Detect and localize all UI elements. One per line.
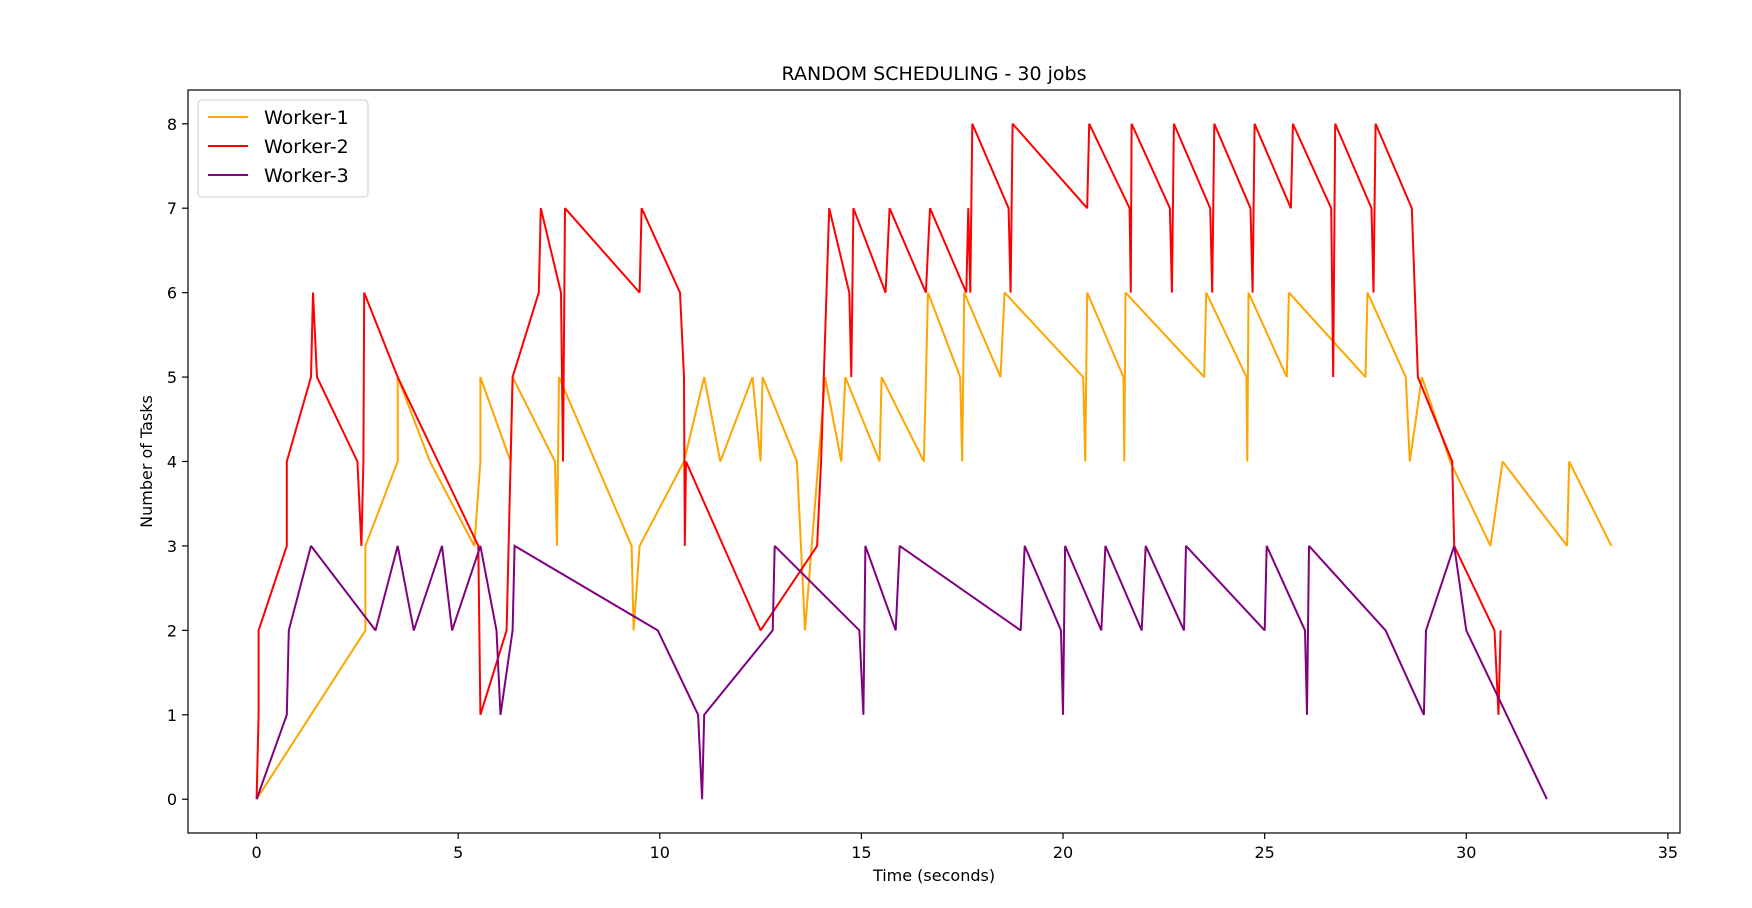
series-group xyxy=(255,123,1613,800)
y-tick-label: 1 xyxy=(167,706,177,725)
legend-label: Worker-3 xyxy=(264,165,349,187)
x-tick-label: 35 xyxy=(1658,843,1678,862)
series-line-worker-3 xyxy=(255,544,1548,800)
y-tick-label: 2 xyxy=(167,621,177,640)
y-tick-label: 4 xyxy=(167,453,177,472)
y-tick-label: 6 xyxy=(167,284,177,303)
x-tick-label: 10 xyxy=(650,843,670,862)
x-tick-label: 0 xyxy=(251,843,261,862)
series-line-worker-2 xyxy=(255,123,1502,800)
x-tick-label: 30 xyxy=(1456,843,1476,862)
x-tick-label: 5 xyxy=(453,843,463,862)
x-tick-label: 25 xyxy=(1254,843,1274,862)
y-tick-label: 7 xyxy=(167,199,177,218)
x-tick-label: 20 xyxy=(1053,843,1073,862)
legend-box xyxy=(197,99,369,198)
chart-title: RANDOM SCHEDULING - 30 jobs xyxy=(782,63,1087,85)
y-axis-ticks: 0 1 2 3 4 5 6 7 8 xyxy=(167,115,188,809)
y-axis-label: Number of Tasks xyxy=(137,395,156,528)
x-axis-ticks: 0 5 10 15 20 25 30 35 xyxy=(251,833,1678,862)
y-tick-label: 5 xyxy=(167,368,177,387)
x-tick-label: 15 xyxy=(851,843,871,862)
legend-label: Worker-1 xyxy=(264,107,349,129)
legend-label: Worker-2 xyxy=(264,136,349,158)
x-axis-label: Time (seconds) xyxy=(872,866,995,885)
y-tick-label: 0 xyxy=(167,790,177,809)
y-tick-label: 8 xyxy=(167,115,177,134)
legend: Worker-1 Worker-2 Worker-3 xyxy=(197,99,369,198)
y-tick-label: 3 xyxy=(167,537,177,556)
